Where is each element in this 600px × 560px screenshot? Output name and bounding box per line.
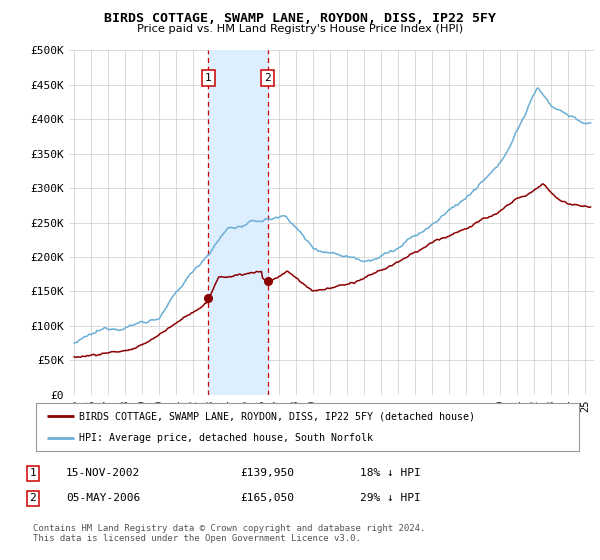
Text: HPI: Average price, detached house, South Norfolk: HPI: Average price, detached house, Sout… — [79, 433, 373, 443]
Text: £139,950: £139,950 — [240, 468, 294, 478]
Text: £165,050: £165,050 — [240, 493, 294, 503]
Text: 18% ↓ HPI: 18% ↓ HPI — [360, 468, 421, 478]
Text: 05-MAY-2006: 05-MAY-2006 — [66, 493, 140, 503]
Text: 29% ↓ HPI: 29% ↓ HPI — [360, 493, 421, 503]
Text: Contains HM Land Registry data © Crown copyright and database right 2024.
This d: Contains HM Land Registry data © Crown c… — [33, 524, 425, 543]
Text: BIRDS COTTAGE, SWAMP LANE, ROYDON, DISS, IP22 5FY (detached house): BIRDS COTTAGE, SWAMP LANE, ROYDON, DISS,… — [79, 411, 475, 421]
Text: BIRDS COTTAGE, SWAMP LANE, ROYDON, DISS, IP22 5FY: BIRDS COTTAGE, SWAMP LANE, ROYDON, DISS,… — [104, 12, 496, 25]
Text: 1: 1 — [29, 468, 37, 478]
Text: 2: 2 — [29, 493, 37, 503]
Text: 15-NOV-2002: 15-NOV-2002 — [66, 468, 140, 478]
Bar — [208, 50, 268, 395]
Text: Price paid vs. HM Land Registry's House Price Index (HPI): Price paid vs. HM Land Registry's House … — [137, 24, 463, 34]
Text: 1: 1 — [205, 73, 212, 83]
Text: 2: 2 — [265, 73, 271, 83]
